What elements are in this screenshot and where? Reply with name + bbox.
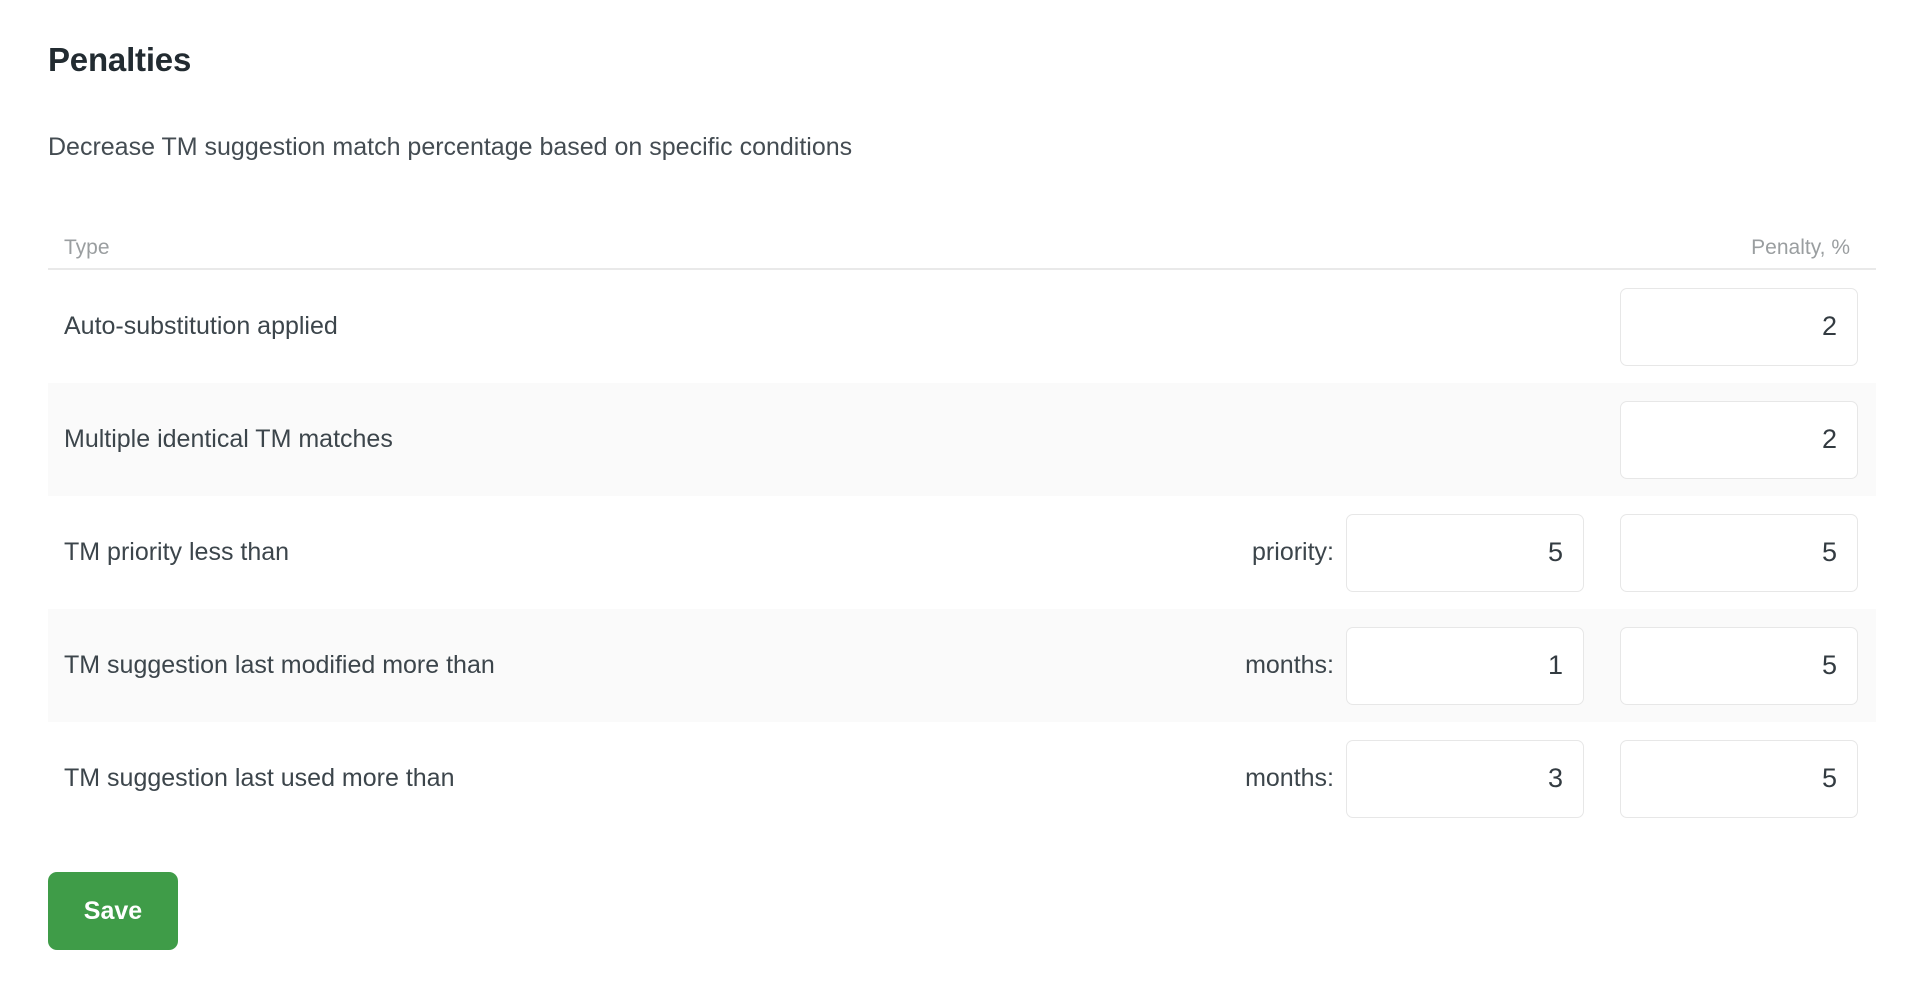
row-type-label: Auto-substitution applied [64, 312, 338, 340]
row-controls: months: [1245, 626, 1858, 705]
row-controls [1620, 400, 1858, 479]
table-row: TM suggestion last used more than months: [48, 722, 1876, 835]
row-controls: priority: [1252, 513, 1858, 592]
penalties-table: Type Penalty, % Auto-substitution applie… [48, 218, 1876, 835]
column-header-type: Type [64, 236, 110, 259]
page-subtitle: Decrease TM suggestion match percentage … [48, 133, 853, 161]
column-header-penalty: Penalty, % [1751, 236, 1850, 259]
penalty-percent-input[interactable] [1620, 287, 1858, 366]
penalty-percent-input[interactable] [1620, 400, 1858, 479]
row-condition-label: months: [1245, 651, 1334, 679]
row-condition-label: months: [1245, 764, 1334, 792]
row-controls: months: [1245, 739, 1858, 818]
penalty-percent-input[interactable] [1620, 626, 1858, 705]
row-type-label: TM suggestion last used more than [64, 764, 455, 792]
row-type-label: TM suggestion last modified more than [64, 651, 495, 679]
penalty-percent-input[interactable] [1620, 513, 1858, 592]
row-type-label: Multiple identical TM matches [64, 425, 393, 453]
save-button[interactable]: Save [48, 872, 178, 950]
condition-value-input[interactable] [1346, 513, 1584, 592]
table-body: Auto-substitution applied Multiple identi… [48, 270, 1876, 835]
row-condition-label: priority: [1252, 538, 1334, 566]
table-row: TM suggestion last modified more than mon… [48, 609, 1876, 722]
row-type-label: TM priority less than [64, 538, 290, 566]
table-row: Multiple identical TM matches [48, 383, 1876, 496]
table-row: Auto-substitution applied [48, 270, 1876, 383]
penalty-percent-input[interactable] [1620, 739, 1858, 818]
condition-value-input[interactable] [1346, 626, 1584, 705]
table-row: TM priority less than priority: [48, 496, 1876, 609]
page-title: Penalties [48, 41, 192, 78]
table-header-row: Type Penalty, % [48, 218, 1876, 270]
row-controls [1620, 287, 1858, 366]
condition-value-input[interactable] [1346, 739, 1584, 818]
